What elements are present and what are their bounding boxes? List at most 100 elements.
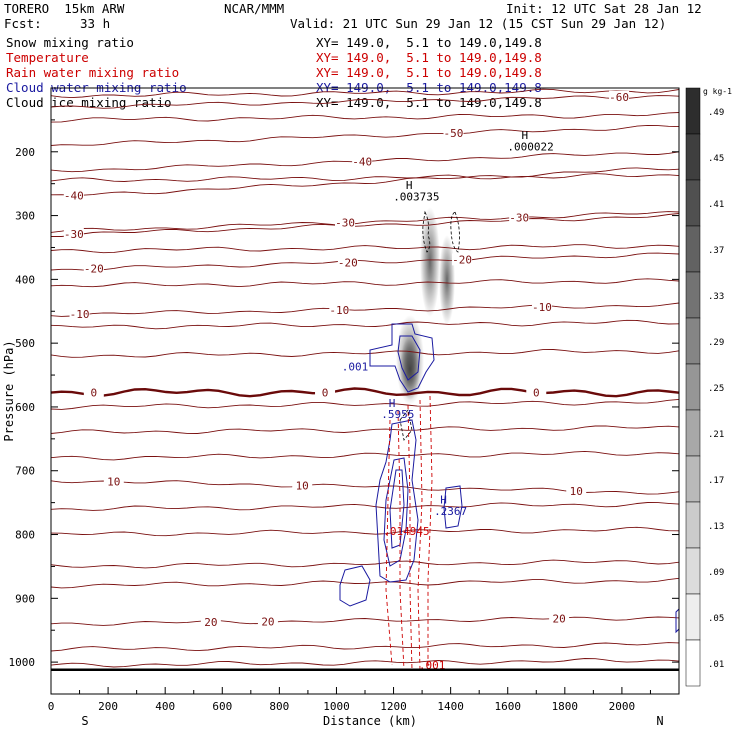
- isotherm-line: [51, 559, 679, 569]
- colorbar-level-label: .01: [708, 660, 724, 670]
- isotherm-line: [51, 387, 679, 398]
- isotherm-label: 20: [261, 616, 274, 629]
- field-xy-temperature: XY= 149.0, 5.1 to 149.0,149.8: [316, 50, 542, 65]
- cloud-ice-shading: [396, 207, 455, 405]
- y-tick-label: 900: [15, 592, 35, 605]
- isotherm-line: [51, 526, 679, 537]
- x-tick-label: 2000: [609, 700, 636, 713]
- isotherm-line: [51, 124, 679, 146]
- isotherm-label-bg: [63, 228, 84, 241]
- x-tick-label: 200: [98, 700, 118, 713]
- isotherm-label-bg: [549, 612, 570, 625]
- y-tick-label: 700: [15, 465, 35, 478]
- contour-annotation: H: [440, 493, 447, 506]
- model-title: TORERO 15km ARW: [4, 1, 125, 16]
- isotherm-label-bg: [103, 475, 124, 488]
- y-tick-label: 300: [15, 210, 35, 223]
- colorbar-swatch: [685, 179, 701, 227]
- isotherm-line: [51, 349, 679, 358]
- valid-time: Valid: 21 UTC Sun 29 Jan 12 (15 CST Sun …: [290, 16, 667, 31]
- colorbar-level-label: .09: [708, 568, 724, 578]
- x-tick-label: 800: [269, 700, 289, 713]
- isotherm-label: 10: [296, 479, 309, 492]
- isotherm-label: -50: [444, 127, 464, 140]
- colorbar-swatch: [685, 317, 701, 365]
- contour-annotation: H: [522, 129, 529, 142]
- colorbar-swatch: [685, 363, 701, 411]
- rain-contour-3: [407, 404, 413, 671]
- rain-contour-2: [397, 409, 405, 671]
- isotherm-label: -20: [452, 253, 472, 266]
- colorbar-swatch: [685, 593, 701, 641]
- isotherm-line: [51, 173, 679, 182]
- isotherm-label-bg: [257, 615, 278, 628]
- x-end-label-north: N: [656, 714, 663, 728]
- x-tick-label: 1800: [552, 700, 579, 713]
- isotherm-line: [51, 450, 679, 461]
- isotherm-line: [51, 502, 679, 511]
- x-tick-label: 0: [48, 700, 55, 713]
- rain-contour-4: [417, 399, 423, 671]
- x-tick-label: 1400: [437, 700, 464, 713]
- contour-annotation: H: [406, 179, 413, 192]
- x-end-label-south: S: [81, 714, 88, 728]
- y-tick-label: 200: [15, 146, 35, 159]
- colorbar-level-label: .17: [708, 476, 724, 486]
- isotherm-label: -10: [329, 304, 349, 317]
- colorbar-swatch: [685, 133, 701, 181]
- isotherm-label-bg: [69, 308, 90, 321]
- isotherm-line: [51, 167, 679, 196]
- isotherm-line: [51, 302, 679, 317]
- colorbar-swatch: [685, 639, 701, 687]
- cloud-water-contour-upper: [369, 323, 435, 393]
- isotherm-line: [51, 213, 679, 237]
- isotherm-line: [51, 616, 679, 626]
- colorbar-swatch: [685, 225, 701, 273]
- colorbar-swatch: [685, 271, 701, 319]
- y-tick-label: 1000: [9, 656, 36, 669]
- field-xy-snow: XY= 149.0, 5.1 to 149.0,149.8: [316, 35, 542, 50]
- isotherm-label: -20: [338, 256, 358, 269]
- isotherm-line: [51, 658, 679, 668]
- isotherm-label: -10: [532, 301, 552, 314]
- isotherm-line: [51, 211, 679, 233]
- y-tick-label: 500: [15, 337, 35, 350]
- isotherm-label-bg: [531, 300, 552, 313]
- isotherm-label-bg: [315, 386, 336, 399]
- isotherm-label-bg: [83, 386, 104, 399]
- isotherm-label-bg: [509, 211, 530, 224]
- contour-annotation: .2367: [434, 505, 467, 518]
- snow-contour-dashed: [422, 210, 431, 253]
- isotherm-line: [51, 95, 679, 109]
- forecast-hours: 33 h: [80, 16, 111, 31]
- ice-cloud-upper-2: [439, 235, 455, 325]
- isotherm-label-bg: [83, 262, 104, 275]
- y-tick-label: 600: [15, 401, 35, 414]
- isotherm-line: [51, 88, 679, 99]
- colorbar-swatch: [685, 455, 701, 503]
- isotherm-label: -40: [352, 155, 372, 168]
- contour-annotation: .001: [342, 361, 369, 374]
- isotherm-label: -20: [84, 263, 104, 276]
- isotherm-label-bg: [443, 127, 464, 140]
- ice-contour-dashed: [399, 409, 413, 441]
- x-tick-label: 400: [155, 700, 175, 713]
- isotherm-label-bg: [609, 90, 630, 103]
- isotherm-label: -30: [335, 217, 355, 230]
- y-axis-label: Pressure (hPa): [2, 340, 16, 441]
- field-name-temperature: Temperature: [6, 50, 89, 65]
- isotherm-line: [51, 244, 679, 254]
- cloud-water-contour-cell: [443, 485, 463, 529]
- forecast-label: Fcst:: [4, 16, 42, 31]
- colorbar-level-label: .05: [708, 614, 724, 624]
- x-axis-label: Distance (km): [323, 714, 417, 728]
- field-name-cloud-ice: Cloud ice mixing ratio: [6, 95, 172, 110]
- isotherm-label: 20: [204, 616, 217, 629]
- cloud-water-contour-upper-inner: [397, 335, 421, 381]
- field-name-snow: Snow mixing ratio: [6, 35, 134, 50]
- colorbar-level-label: .21: [708, 430, 724, 440]
- colorbar-level-label: .29: [708, 338, 724, 348]
- isotherm-label: 0: [533, 386, 540, 399]
- isotherm-label-bg: [200, 616, 221, 629]
